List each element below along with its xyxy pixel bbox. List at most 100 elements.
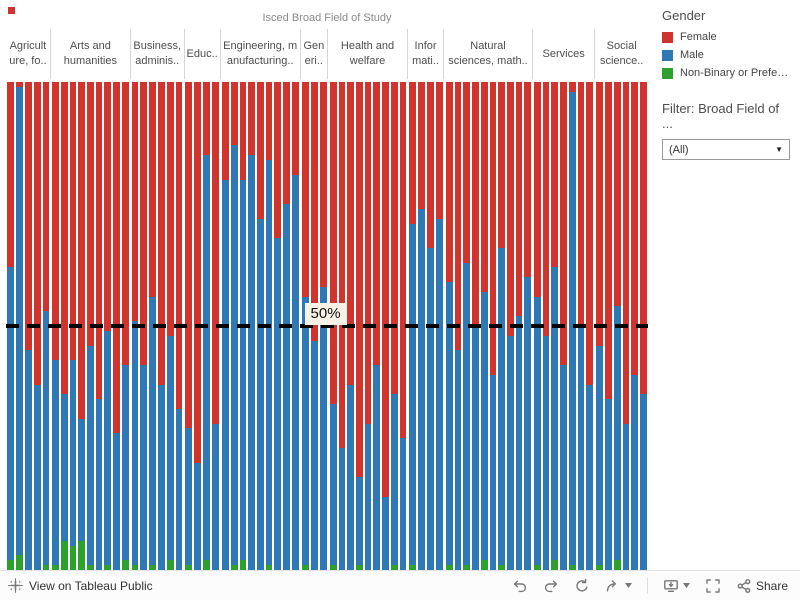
segment-nonbinary[interactable]: [61, 540, 68, 570]
segment-female[interactable]: [418, 82, 426, 209]
stacked-bar[interactable]: [551, 82, 559, 570]
stacked-bar[interactable]: [121, 82, 129, 570]
segment-male[interactable]: [551, 267, 559, 561]
segment-female[interactable]: [446, 82, 453, 283]
segment-nonbinary[interactable]: [533, 565, 541, 570]
stacked-bar[interactable]: [87, 82, 94, 570]
stacked-bar[interactable]: [560, 82, 567, 570]
segment-male[interactable]: [203, 155, 211, 561]
fullscreen-button[interactable]: [705, 578, 721, 594]
segment-female[interactable]: [356, 82, 363, 478]
segment-male[interactable]: [489, 374, 497, 570]
stacked-bar[interactable]: [436, 82, 444, 570]
stacked-bar[interactable]: [604, 82, 612, 570]
segment-male[interactable]: [166, 335, 174, 561]
stacked-bar[interactable]: [631, 82, 639, 570]
segment-nonbinary[interactable]: [203, 560, 211, 570]
stacked-bar[interactable]: [409, 82, 417, 570]
segment-nonbinary[interactable]: [239, 560, 247, 570]
segment-female[interactable]: [158, 82, 165, 385]
segment-male[interactable]: [533, 296, 541, 566]
stacked-bar[interactable]: [596, 82, 603, 570]
segment-nonbinary[interactable]: [149, 565, 157, 570]
stacked-bar[interactable]: [283, 82, 290, 570]
segment-nonbinary[interactable]: [87, 565, 94, 570]
segment-male[interactable]: [283, 204, 290, 570]
segment-male[interactable]: [560, 365, 567, 570]
segment-male[interactable]: [33, 384, 41, 570]
segment-female[interactable]: [364, 82, 372, 424]
segment-male[interactable]: [61, 394, 68, 541]
stacked-bar[interactable]: [568, 82, 576, 570]
stacked-bar[interactable]: [166, 82, 174, 570]
stacked-bar[interactable]: [131, 82, 139, 570]
stacked-bar[interactable]: [158, 82, 165, 570]
stacked-bar[interactable]: [533, 82, 541, 570]
segment-female[interactable]: [15, 82, 23, 87]
segment-female[interactable]: [166, 82, 174, 336]
segment-male[interactable]: [596, 345, 603, 566]
segment-male[interactable]: [613, 306, 621, 561]
segment-female[interactable]: [399, 82, 407, 439]
segment-male[interactable]: [347, 384, 355, 570]
stacked-bar[interactable]: [506, 82, 514, 570]
stacked-bar[interactable]: [427, 82, 435, 570]
segment-female[interactable]: [480, 82, 488, 292]
stacked-bar[interactable]: [231, 82, 238, 570]
segment-male[interactable]: [577, 326, 585, 570]
stacked-bar[interactable]: [338, 82, 346, 570]
segment-female[interactable]: [472, 82, 479, 326]
stacked-bar[interactable]: [185, 82, 193, 570]
segment-female[interactable]: [24, 82, 32, 351]
segment-male[interactable]: [319, 286, 327, 570]
stacked-bar[interactable]: [364, 82, 372, 570]
segment-male[interactable]: [104, 330, 112, 566]
stacked-bar[interactable]: [15, 82, 23, 570]
segment-female[interactable]: [87, 82, 94, 346]
stacked-bar[interactable]: [265, 82, 273, 570]
segment-male[interactable]: [113, 433, 120, 570]
stacked-bar[interactable]: [382, 82, 389, 570]
stacked-bar[interactable]: [7, 82, 14, 570]
segment-nonbinary[interactable]: [78, 540, 86, 570]
segment-female[interactable]: [61, 82, 68, 395]
segment-male[interactable]: [622, 423, 630, 570]
segment-male[interactable]: [586, 384, 594, 570]
segment-male[interactable]: [239, 179, 247, 561]
segment-male[interactable]: [338, 448, 346, 570]
segment-nonbinary[interactable]: [52, 565, 60, 570]
segment-female[interactable]: [338, 82, 346, 448]
segment-female[interactable]: [175, 82, 183, 409]
segment-male[interactable]: [222, 179, 230, 570]
stacked-bar[interactable]: [24, 82, 32, 570]
segment-male[interactable]: [87, 345, 94, 566]
segment-male[interactable]: [373, 365, 381, 570]
stacked-bar[interactable]: [61, 82, 68, 570]
segment-male[interactable]: [265, 160, 273, 566]
segment-male[interactable]: [7, 267, 14, 561]
segment-female[interactable]: [149, 82, 157, 297]
segment-nonbinary[interactable]: [356, 565, 363, 570]
segment-nonbinary[interactable]: [69, 545, 77, 570]
segment-nonbinary[interactable]: [596, 565, 603, 570]
segment-male[interactable]: [15, 86, 23, 556]
segment-female[interactable]: [640, 82, 648, 395]
segment-nonbinary[interactable]: [613, 560, 621, 570]
segment-male[interactable]: [524, 277, 531, 570]
segment-female[interactable]: [390, 82, 398, 395]
redo-button[interactable]: [543, 578, 559, 594]
segment-male[interactable]: [427, 247, 435, 570]
segment-female[interactable]: [212, 82, 220, 424]
stacked-bar[interactable]: [586, 82, 594, 570]
segment-male[interactable]: [149, 296, 157, 566]
segment-nonbinary[interactable]: [15, 555, 23, 570]
segment-female[interactable]: [347, 82, 355, 385]
segment-female[interactable]: [577, 82, 585, 326]
segment-nonbinary[interactable]: [185, 565, 193, 570]
legend-item[interactable]: Female: [662, 31, 790, 43]
segment-female[interactable]: [436, 82, 444, 219]
segment-nonbinary[interactable]: [551, 560, 559, 570]
segment-male[interactable]: [418, 208, 426, 570]
segment-male[interactable]: [399, 438, 407, 570]
segment-male[interactable]: [446, 282, 453, 566]
